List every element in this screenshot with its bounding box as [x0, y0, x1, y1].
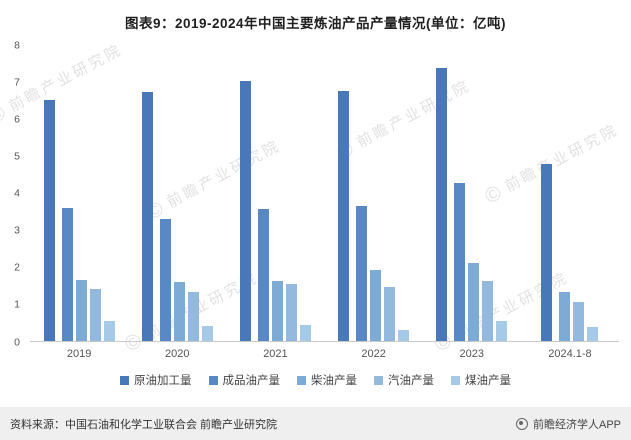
y-tick-label: 1 [14, 298, 20, 311]
legend-label: 汽油产量 [388, 375, 434, 387]
source-note: 资料来源：中国石油和化学工业联合会 前瞻产业研究院 [10, 418, 278, 431]
legend-swatch [297, 375, 306, 385]
footer: 资料来源：中国石油和化学工业联合会 前瞻产业研究院 前瞻经济学人APP [0, 407, 631, 440]
bar [75, 279, 87, 341]
y-tick-label: 8 [14, 38, 20, 51]
legend-swatch [374, 375, 383, 385]
bar [587, 326, 599, 341]
x-tick-label: 2020 [165, 348, 190, 360]
bar [201, 326, 213, 341]
bar [436, 67, 448, 341]
chart-area: 0 1 2 3 4 5 6 7 8 2019 2020 2021 2022 2023 2024.1-8 [0, 40, 631, 362]
y-tick-label: 7 [14, 75, 20, 88]
bar [541, 164, 553, 341]
legend: 原油加工量 成品油产量 柴油产量 汽油产量 煤油产量 [0, 372, 631, 388]
bar [239, 80, 251, 341]
chart-title: 图表9：2019-2024年中国主要炼油产品产量情况(单位：亿吨) [124, 16, 507, 31]
bar [468, 262, 480, 341]
bar [482, 281, 494, 341]
legend-label: 柴油产量 [311, 375, 357, 387]
legend-swatch [451, 375, 460, 385]
bar [285, 284, 297, 341]
bar-group [128, 45, 226, 341]
bar [141, 91, 153, 341]
x-tick-label: 2024.1-8 [548, 348, 592, 360]
x-tick-label: 2021 [263, 348, 288, 360]
bar-group [325, 45, 423, 341]
bar [338, 90, 350, 341]
bar-group [423, 45, 521, 341]
x-tick-label: 2022 [361, 348, 386, 360]
bar [187, 292, 199, 341]
bar [257, 208, 269, 341]
legend-label: 煤油产量 [465, 375, 511, 387]
bar [173, 282, 185, 341]
y-tick-label: 2 [14, 261, 20, 274]
legend-label: 原油加工量 [134, 375, 192, 387]
bar [573, 301, 585, 341]
legend-item: 煤油产量 [451, 372, 511, 388]
bar [496, 320, 508, 341]
bar [89, 288, 101, 341]
bar-group [30, 45, 128, 341]
legend-label: 成品油产量 [222, 375, 281, 387]
bar [356, 205, 368, 341]
bar [559, 291, 571, 341]
plot-area [30, 45, 619, 342]
bar-group [521, 45, 619, 341]
bar [384, 287, 396, 341]
bar [159, 218, 171, 341]
qianzhan-logo-icon [515, 417, 528, 430]
bar [43, 99, 55, 341]
bar [370, 270, 382, 341]
brand-note: 前瞻经济学人APP [515, 416, 621, 432]
y-tick-label: 4 [14, 187, 20, 200]
bar [271, 280, 283, 341]
legend-item: 柴油产量 [297, 372, 357, 388]
y-axis: 0 1 2 3 4 5 6 7 8 [0, 40, 24, 347]
y-tick-label: 3 [14, 224, 20, 237]
x-tick-label: 2023 [459, 348, 485, 360]
y-tick-label: 0 [14, 335, 20, 348]
legend-swatch [120, 375, 129, 385]
legend-item: 成品油产量 [208, 372, 281, 388]
brand-label: 前瞻经济学人APP [532, 418, 621, 431]
legend-item: 汽油产量 [374, 372, 434, 388]
x-tick-label: 2019 [66, 348, 92, 360]
bar [299, 325, 311, 341]
bar [103, 321, 115, 341]
x-axis-labels: 2019 2020 2021 2022 2023 2024.1-8 [30, 344, 619, 362]
bar [398, 330, 410, 341]
y-tick-label: 5 [14, 150, 20, 163]
bar [454, 182, 466, 341]
legend-item: 原油加工量 [120, 372, 192, 388]
legend-swatch [208, 375, 218, 385]
bar [61, 207, 73, 341]
y-tick-label: 6 [14, 113, 20, 125]
bar-group [226, 45, 324, 341]
